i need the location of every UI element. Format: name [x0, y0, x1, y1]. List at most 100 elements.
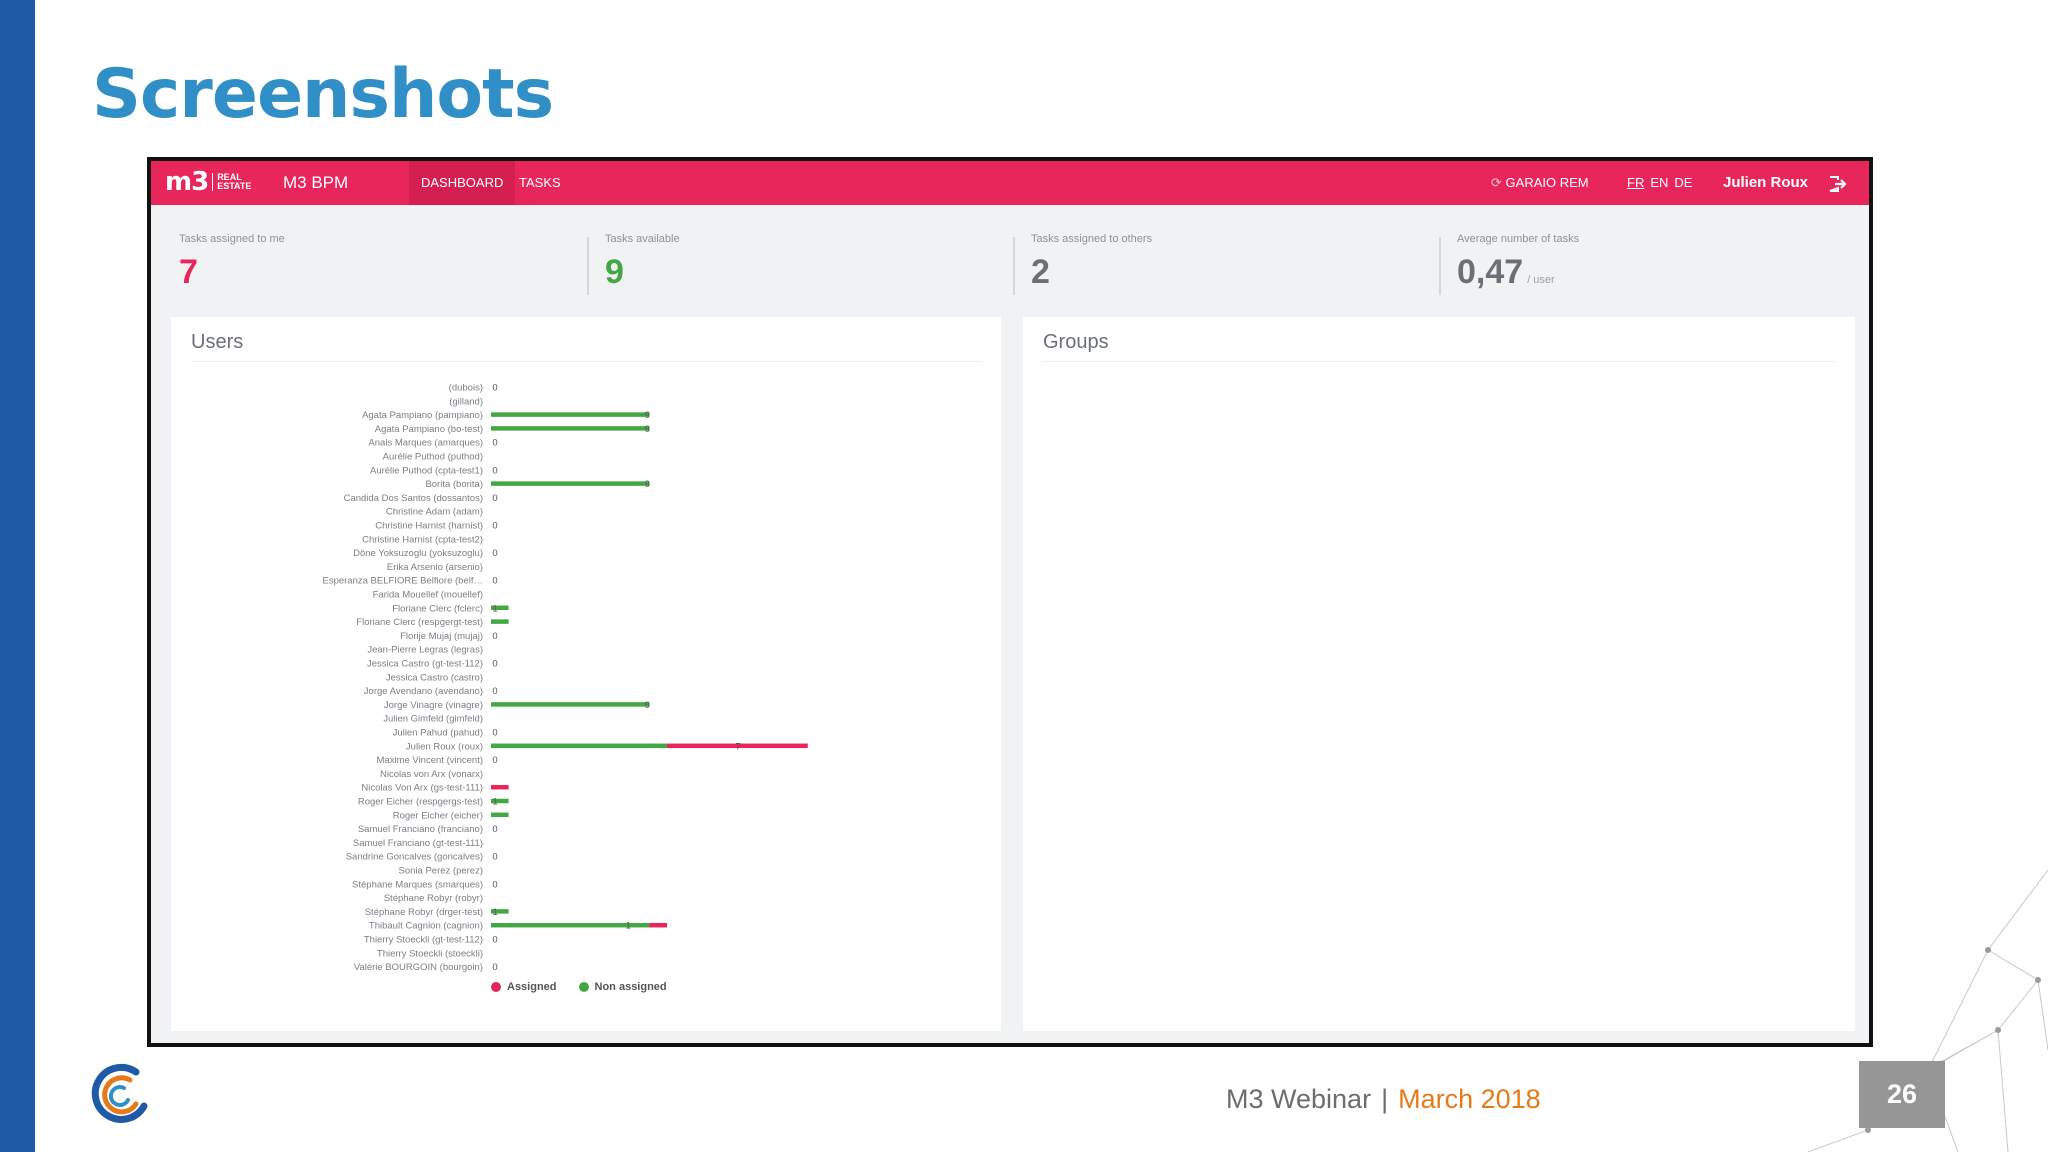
data-label: 9	[645, 424, 650, 435]
bar-non-assigned[interactable]	[491, 812, 509, 818]
data-label: 1	[492, 603, 497, 614]
org-selector[interactable]: ⟳ GARAIO REM	[1491, 161, 1589, 205]
bar-assigned[interactable]	[649, 922, 667, 928]
stat-label: Tasks assigned to others	[1031, 233, 1153, 245]
left-accent-bar	[0, 0, 35, 1152]
data-label: 0	[492, 962, 497, 973]
data-label: 0	[492, 465, 497, 476]
data-label: 9	[645, 410, 650, 421]
org-name: GARAIO REM	[1505, 175, 1589, 190]
logout-icon[interactable]	[1829, 161, 1847, 205]
category-label: Christine Harnist (cpta-test2)	[362, 534, 483, 545]
stat-label: Tasks available	[605, 233, 680, 245]
lang-de[interactable]: DE	[1674, 175, 1693, 190]
stat-average-value: 0,47	[1457, 253, 1524, 291]
category-label: Thierry Stoeckli (gt-test-112)	[364, 935, 483, 946]
bar-non-assigned[interactable]	[491, 702, 650, 707]
tab-tasks[interactable]: TASKS	[519, 175, 561, 190]
language-switcher: FR EN DE	[1627, 161, 1692, 205]
data-label: 7	[735, 741, 740, 752]
category-label: Stéphane Robyr (drger-test)	[365, 907, 483, 918]
logo-sub-line2: ESTATE	[217, 181, 252, 191]
category-label: Borita (borita)	[425, 479, 483, 490]
data-label: 0	[492, 879, 497, 890]
bar-non-assigned[interactable]	[491, 922, 650, 928]
data-label: 0	[492, 935, 497, 946]
bar-non-assigned[interactable]	[491, 798, 509, 804]
category-label: Agata Pampiano (pampiano)	[362, 410, 483, 421]
users-panel: Users (dubois) 0 (gilland) Agata Pampiano (…	[171, 317, 1001, 1031]
users-task-chart: (dubois) 0 (gilland) Agata Pampiano (pampia…	[322, 383, 808, 973]
stat-divider	[1013, 237, 1015, 295]
app-name: M3 BPM	[283, 173, 349, 192]
stat-assigned-to-others: Tasks assigned to others 2	[1031, 233, 1152, 297]
company-logo	[91, 1063, 148, 1123]
footer-event: M3 Webinar	[1226, 1084, 1372, 1114]
category-label: Jorge Vinagre (vinagre)	[384, 700, 483, 711]
user-name[interactable]: Julien Roux	[1723, 174, 1809, 191]
category-label: Sandrine Goncalves (goncalves)	[346, 852, 483, 863]
data-label: 1	[492, 907, 497, 918]
category-label: (dubois)	[449, 383, 483, 394]
bar-non-assigned[interactable]	[491, 426, 650, 431]
category-label: Christine Harnist (harnist)	[375, 521, 483, 532]
m3-logo[interactable]: m3 REAL ESTATE	[165, 168, 251, 196]
legend-dot-non-assigned	[578, 982, 589, 992]
legend-item-assigned[interactable]: Assigned	[491, 981, 557, 993]
bar-assigned[interactable]	[667, 743, 808, 749]
bar-non-assigned[interactable]	[491, 619, 509, 624]
data-label: 0	[492, 548, 497, 559]
slide-title: Screenshots	[92, 55, 554, 134]
legend-item-non-assigned[interactable]: Non assigned	[578, 981, 667, 993]
stat-divider	[1439, 237, 1441, 295]
users-panel-title: Users	[191, 331, 244, 353]
data-label: 1	[492, 797, 497, 808]
category-label: Julien Pahud (pahud)	[393, 728, 483, 739]
category-label: Jessica Castro (castro)	[386, 672, 483, 683]
stat-value: 9	[605, 253, 624, 291]
stat-value: 0,47/ user	[1457, 253, 1579, 292]
category-label: Nicolas von Arx (vonarx)	[380, 769, 483, 780]
category-label: Julien Gimfeld (gimfeld)	[383, 714, 483, 725]
tab-dashboard[interactable]: DASHBOARD	[409, 161, 516, 205]
footer-date: March 2018	[1398, 1084, 1541, 1114]
bar-non-assigned[interactable]	[491, 481, 650, 486]
bar-non-assigned[interactable]	[491, 605, 509, 611]
category-label: Aurélie Puthod (cpta-test1)	[370, 465, 483, 476]
category-label: Florije Mujaj (mujaj)	[400, 631, 483, 642]
category-label: Sonia Perez (perez)	[399, 866, 483, 877]
category-label: Thibault Cagnion (cagnion)	[369, 921, 483, 932]
category-label: (gilland)	[449, 396, 483, 407]
category-label: Agata Pampiano (bo-test)	[375, 424, 483, 435]
data-label: 9	[645, 479, 650, 490]
bar-non-assigned[interactable]	[491, 909, 509, 914]
category-label: Jessica Castro (gt-test-112)	[367, 659, 483, 670]
lang-fr[interactable]: FR	[1627, 175, 1645, 190]
stat-assigned-to-me: Tasks assigned to me 7	[179, 233, 285, 297]
category-label: Samuel Franciano (franciano)	[358, 824, 483, 835]
category-label: Roger Eicher (eicher)	[393, 810, 483, 821]
panel-divider	[191, 361, 981, 362]
app-topbar: m3 REAL ESTATE M3 BPM DASHBOARD TASKS ⟳ …	[151, 161, 1869, 205]
category-label: Maxime Vincent (vincent)	[377, 755, 483, 766]
bar-non-assigned[interactable]	[491, 412, 650, 417]
data-label: 0	[492, 493, 497, 504]
stat-label: Average number of tasks	[1457, 233, 1580, 245]
logo-mark: m3	[165, 167, 209, 197]
bar-non-assigned[interactable]	[491, 743, 667, 749]
stat-label: Tasks assigned to me	[179, 233, 285, 245]
lang-en[interactable]: EN	[1650, 175, 1669, 190]
category-label: Aurélie Puthod (puthod)	[383, 452, 483, 463]
category-label: Farida Mouellef (mouellef)	[373, 590, 483, 601]
data-label: 9	[645, 700, 650, 711]
data-label: 1	[626, 921, 631, 932]
category-label: Valérie BOURGOIN (bourgoin)	[354, 962, 483, 973]
bar-assigned[interactable]	[491, 784, 509, 790]
category-label: Döne Yoksuzoglu (yoksuzoglu)	[353, 548, 483, 559]
stat-value: 7	[179, 253, 198, 291]
category-label: Floriane Clerc (fclerc)	[392, 603, 483, 614]
data-label: 0	[492, 659, 497, 670]
groups-panel: Groups	[1023, 317, 1855, 1031]
panel-divider	[1043, 361, 1835, 362]
legend-label: Assigned	[507, 981, 557, 993]
